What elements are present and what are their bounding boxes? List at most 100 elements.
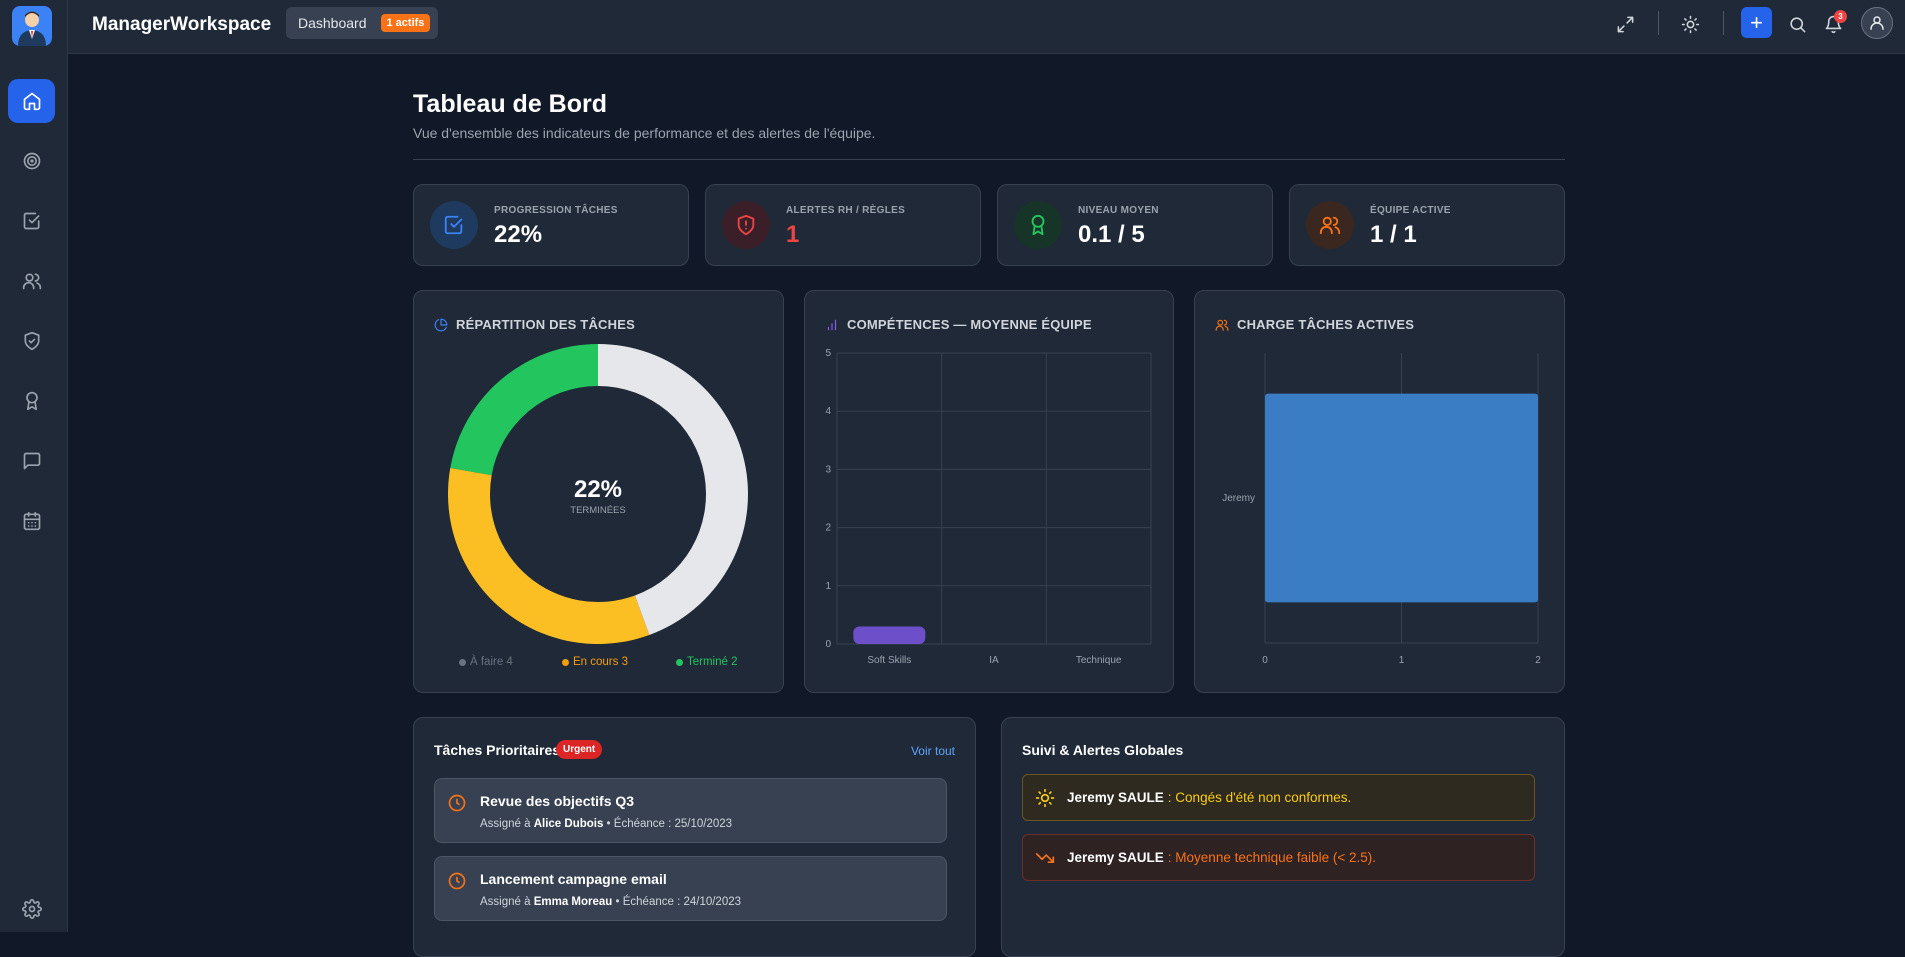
award-icon (25, 391, 38, 411)
sidebar-item-rules[interactable] (8, 319, 55, 363)
shield-alert-icon (737, 214, 755, 236)
legend-label: À faire 4 (470, 656, 513, 668)
active-count-badge: 1 actifs (380, 14, 431, 32)
y-tick-label: Jeremy (1222, 493, 1255, 504)
award-icon (1031, 214, 1045, 236)
task-item[interactable]: Lancement campagne email Assigné à Emma … (434, 856, 947, 921)
sidebar (0, 0, 68, 932)
sidebar-item-home[interactable] (8, 79, 55, 123)
sidebar-item-objectives[interactable] (8, 139, 55, 183)
notification-badge: 3 (1834, 10, 1847, 23)
app-title: ManagerWorkspace (92, 14, 272, 35)
users-icon (1215, 319, 1229, 331)
check-square-icon (23, 212, 40, 230)
x-tick-label: IA (989, 655, 999, 666)
task-title: Revue des objectifs Q3 (480, 793, 635, 809)
home-icon (23, 92, 40, 111)
clock-icon (447, 871, 467, 891)
theme-toggle-button[interactable] (1674, 8, 1706, 40)
toolbar-divider (1723, 11, 1724, 35)
donut-slice-done[interactable] (450, 344, 598, 476)
check-square-icon (444, 215, 463, 235)
skills-bar-chart: 0 1 2 3 4 5 Soft Skills IA Technique (825, 348, 1152, 666)
bar-chart-icon (827, 319, 837, 330)
legend-label: Terminé 2 (687, 656, 738, 668)
users-icon (1319, 216, 1341, 235)
sidebar-item-calendar[interactable] (8, 499, 55, 543)
sidebar-item-tasks[interactable] (8, 199, 55, 243)
task-assignee: Alice Dubois (533, 818, 604, 830)
donut-center-value: 22% (574, 476, 622, 503)
x-tick-label: Soft Skills (867, 655, 911, 666)
panel-skills: COMPÉTENCES — MOYENNE ÉQUIPE 0 1 2 3 4 5 Soft … (804, 290, 1174, 693)
sidebar-item-team[interactable] (8, 259, 55, 303)
donut-slice-inprogress[interactable] (448, 467, 650, 644)
task-meta: Assigné à Emma Moreau • Échéance : 24/10… (480, 896, 742, 908)
shield-check-icon (24, 331, 40, 351)
x-tick-label: Technique (1076, 655, 1122, 666)
sun-icon (1681, 15, 1699, 33)
panel-global-alerts: Suivi & Alertes Globales Jeremy SAULE : … (1001, 717, 1565, 957)
sidebar-item-messages[interactable] (8, 439, 55, 483)
panel-title: RÉPARTITION DES TÂCHES (434, 317, 635, 332)
workload-bar-chart: 0 1 2 Jeremy (1222, 353, 1541, 666)
panel-title: COMPÉTENCES — MOYENNE ÉQUIPE (825, 317, 1092, 332)
topbar: ManagerWorkspace Dashboard 1 actifs + 3 (68, 0, 1905, 54)
clock-icon (447, 793, 467, 813)
alert-text: : Congés d'été non conformes. (1167, 790, 1352, 805)
sidebar-item-settings[interactable] (8, 887, 55, 931)
bar[interactable] (853, 626, 926, 644)
x-tick-label: 0 (1262, 655, 1268, 666)
toolbar-divider (1658, 11, 1659, 35)
alert-item[interactable]: Jeremy SAULE : Moyenne technique faible … (1022, 834, 1535, 881)
section-title: Tâches Prioritaires (434, 742, 561, 758)
see-all-link[interactable]: Voir tout (910, 744, 955, 758)
stat-label: NIVEAU MOYEN (1078, 205, 1159, 216)
urgent-badge: Urgent (556, 740, 603, 759)
bar[interactable] (1265, 393, 1538, 603)
pie-chart-icon (434, 318, 448, 331)
sidebar-item-skills[interactable] (8, 379, 55, 423)
alert-text: : Moyenne technique faible (< 2.5). (1167, 850, 1377, 865)
x-tick-label: 1 (1399, 655, 1405, 666)
page-subtitle: Vue d'ensemble des indicateurs de perfor… (413, 125, 876, 141)
legend-item-done[interactable]: Terminé 2 (676, 656, 738, 668)
stat-label: ÉQUIPE ACTIVE (1370, 205, 1451, 216)
stat-icon-wrap (430, 201, 478, 249)
notifications-button[interactable]: 3 (1817, 8, 1849, 40)
fullscreen-button[interactable] (1609, 8, 1641, 40)
breadcrumb[interactable]: Dashboard 1 actifs (286, 7, 439, 39)
y-tick-label: 4 (825, 406, 831, 417)
app-logo[interactable] (12, 6, 52, 46)
stat-card-level: NIVEAU MOYEN 0.1 / 5 (997, 184, 1273, 266)
donut-chart: 22% TERMINÉES (448, 344, 748, 644)
legend-dot (459, 658, 466, 666)
user-avatar[interactable] (1861, 7, 1893, 39)
page-title: Tableau de Bord (413, 90, 608, 118)
bell-icon (1825, 15, 1841, 33)
alert-name: Jeremy SAULE (1067, 790, 1164, 805)
donut-slice-todo[interactable] (598, 344, 748, 635)
panel-workload: CHARGE TÂCHES ACTIVES 0 1 2 Jeremy (1194, 290, 1565, 693)
legend-dot (562, 658, 569, 666)
y-tick-label: 5 (825, 348, 831, 359)
donut-center-label: TERMINÉES (570, 505, 625, 516)
header-divider (413, 159, 1565, 160)
y-tick-label: 2 (825, 523, 831, 534)
stat-label: ALERTES RH / RÈGLES (786, 205, 906, 216)
panel-priority-tasks: Tâches Prioritaires Urgent Voir tout Rev… (413, 717, 976, 957)
breadcrumb-label: Dashboard (298, 15, 367, 31)
stat-icon-wrap (1014, 201, 1062, 249)
stat-value: 22% (494, 221, 543, 248)
stat-value: 1 / 1 (1370, 221, 1417, 248)
search-button[interactable] (1781, 8, 1813, 40)
user-icon (1870, 16, 1884, 30)
stat-card-progress: PROGRESSION TÂCHES 22% (413, 184, 689, 266)
legend-item-inprogress[interactable]: En cours 3 (562, 656, 628, 668)
stat-value: 0.1 / 5 (1078, 221, 1145, 248)
task-item[interactable]: Revue des objectifs Q3 Assigné à Alice D… (434, 778, 947, 843)
stat-card-team: ÉQUIPE ACTIVE 1 / 1 (1289, 184, 1565, 266)
add-button[interactable]: + (1741, 7, 1772, 38)
legend-item-todo[interactable]: À faire 4 (459, 656, 513, 668)
alert-item[interactable]: Jeremy SAULE : Congés d'été non conforme… (1022, 774, 1535, 821)
